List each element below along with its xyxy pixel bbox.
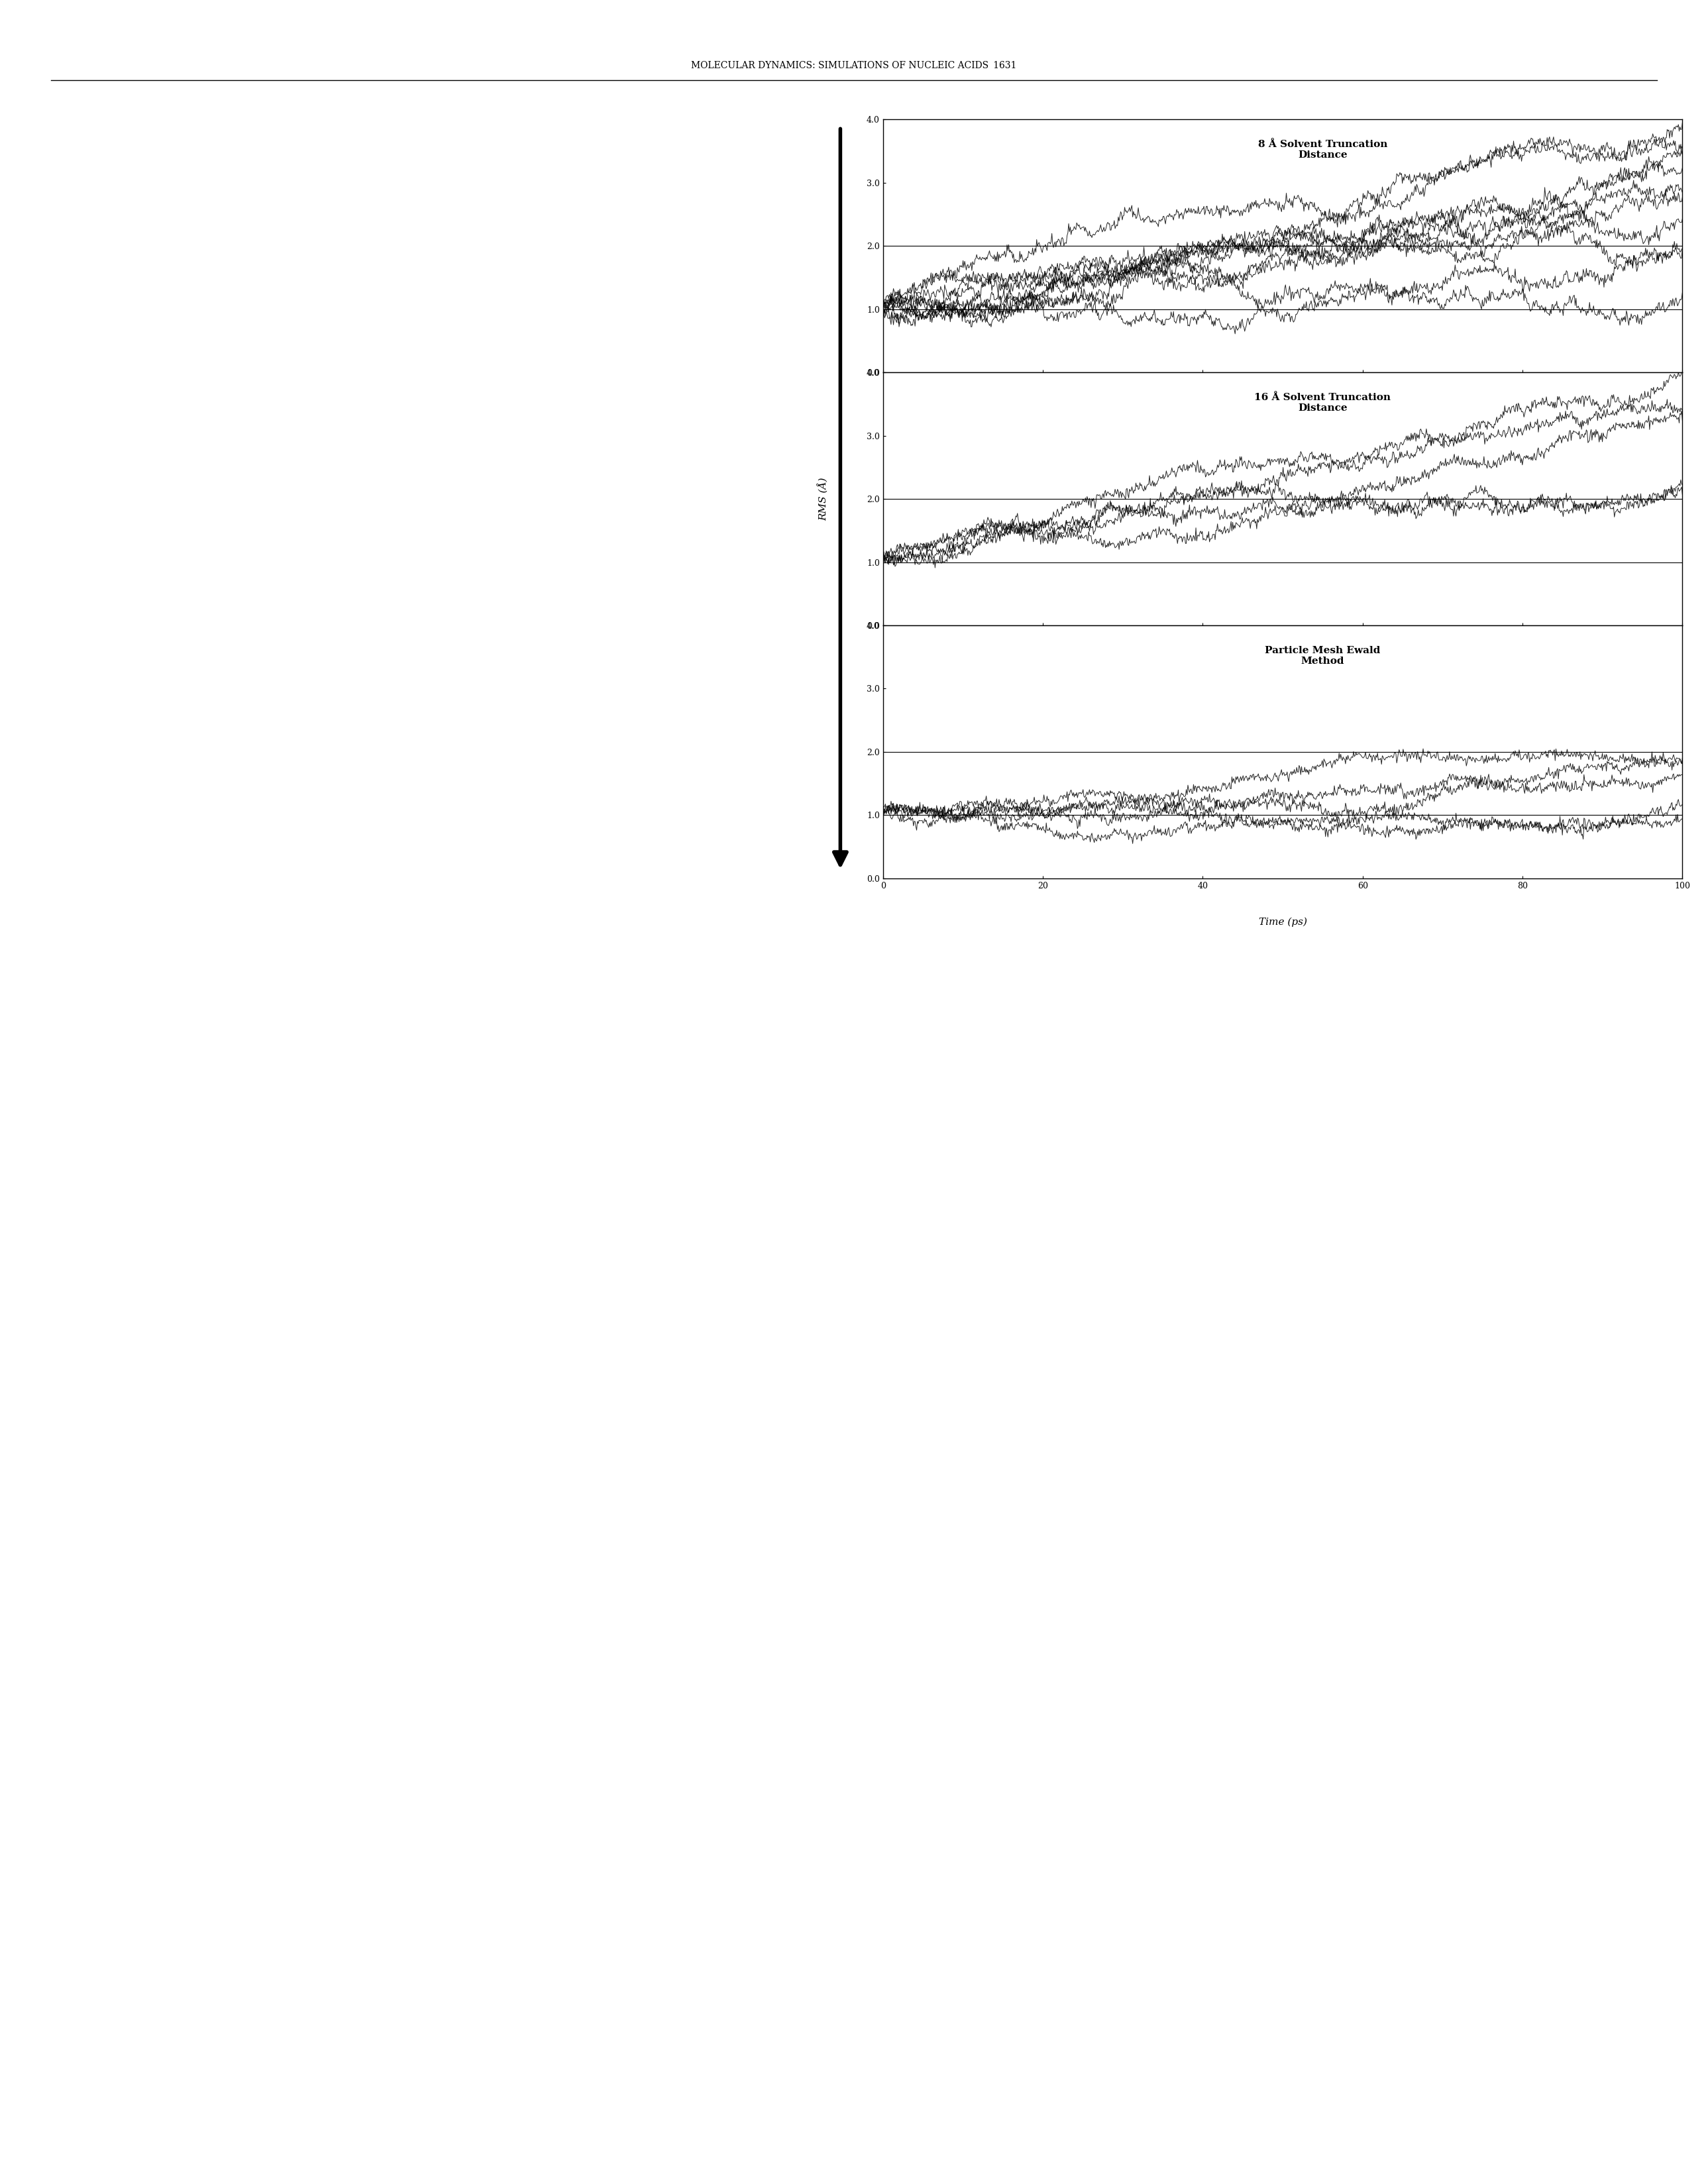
Text: 8 Å Solvent Truncation
Distance: 8 Å Solvent Truncation Distance (1259, 139, 1387, 161)
Text: 16 Å Solvent Truncation
Distance: 16 Å Solvent Truncation Distance (1254, 393, 1390, 412)
Text: RMS (Å): RMS (Å) (818, 477, 828, 521)
Text: Time (ps): Time (ps) (1259, 917, 1307, 926)
Text: Particle Mesh Ewald
Method: Particle Mesh Ewald Method (1266, 646, 1380, 666)
Text: MOLECULAR DYNAMICS: SIMULATIONS OF NUCLEIC ACIDS 1631: MOLECULAR DYNAMICS: SIMULATIONS OF NUCLE… (692, 61, 1016, 69)
